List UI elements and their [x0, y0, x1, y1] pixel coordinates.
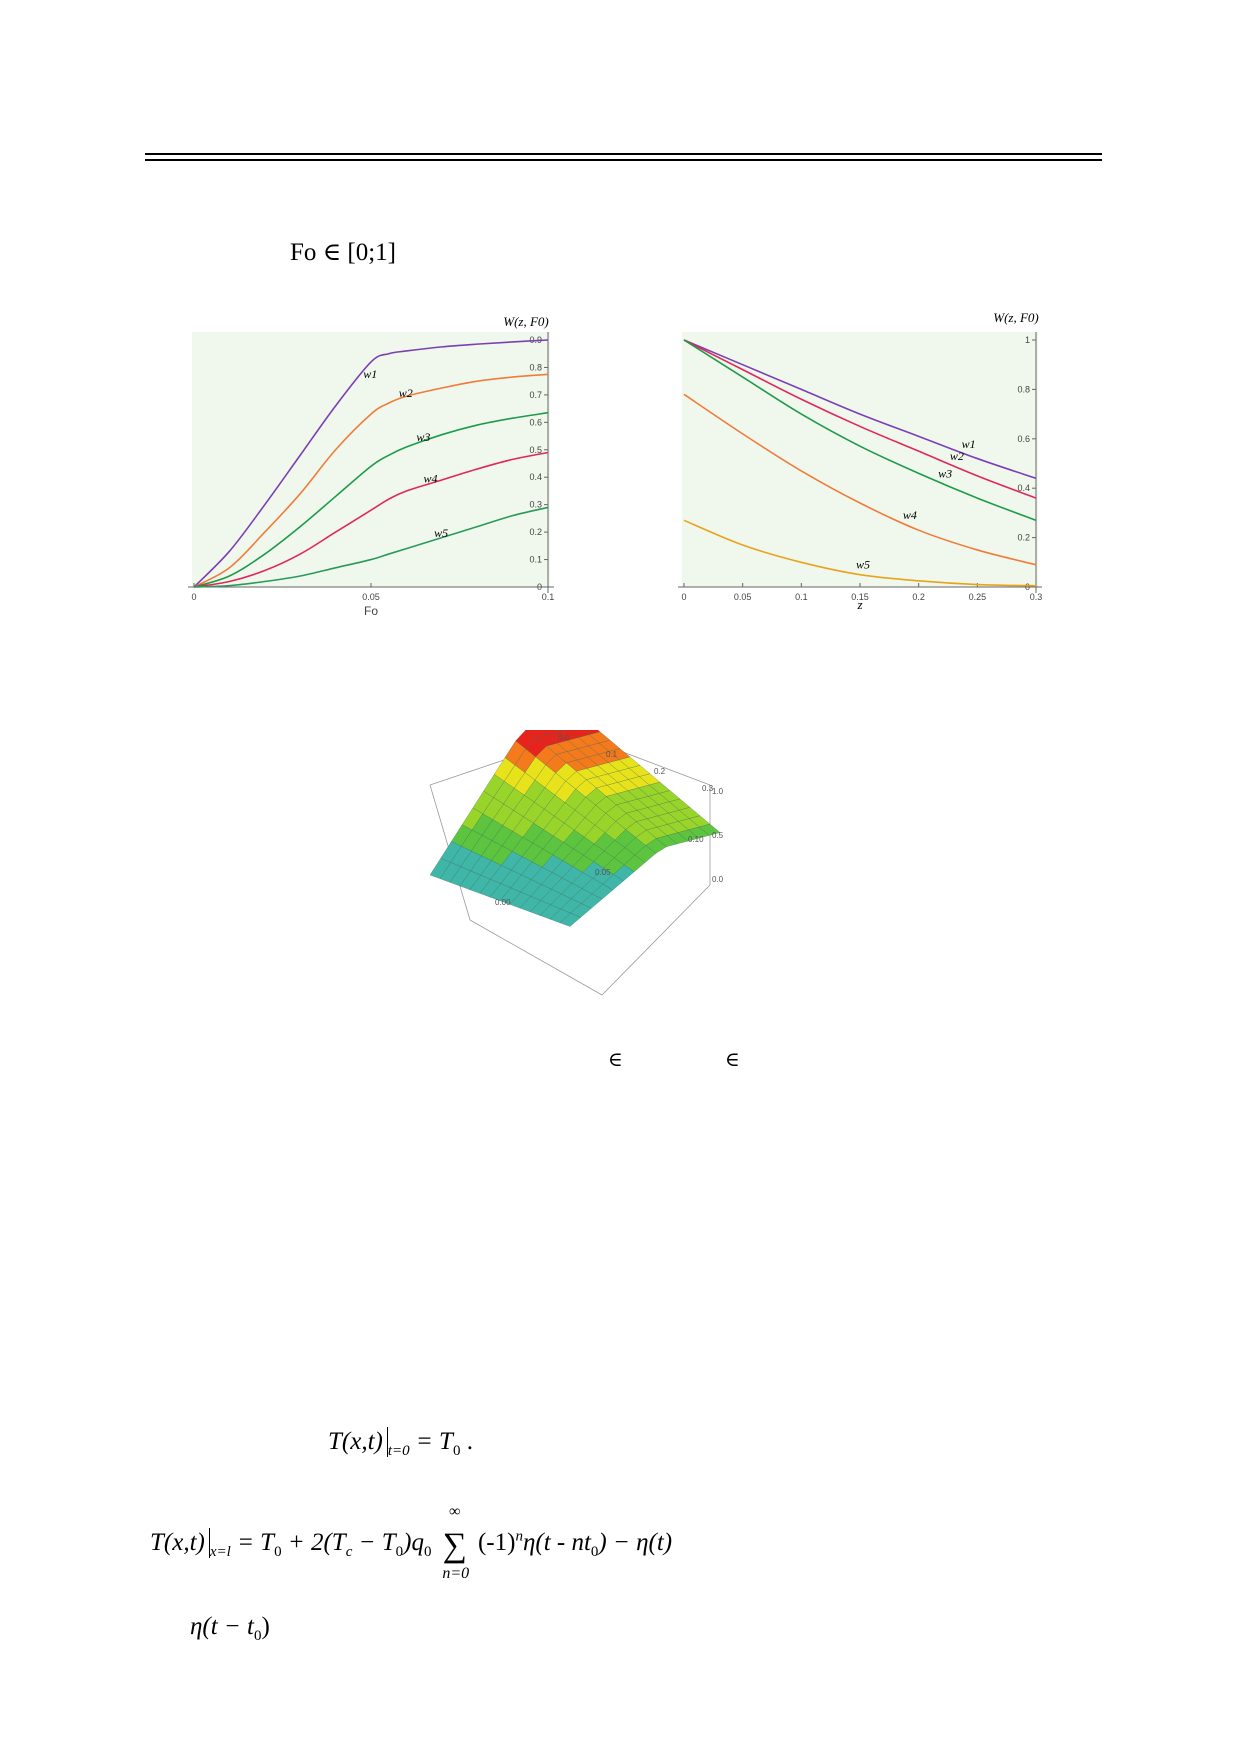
right-x-axis-label: z — [856, 597, 862, 612]
chart-left: 0 0.05 0.100.10.20.30.40.50.60.70.80.9FoW(… — [188, 314, 555, 618]
eq2-d: )q — [403, 1529, 424, 1556]
left-y-tick-label: 0.6 — [529, 417, 542, 427]
right-series-w5 — [683, 519, 1037, 587]
surface-top-tick-label: 0.2 — [654, 767, 666, 776]
right-x-tick-label: 0.15 — [851, 592, 869, 602]
surface-right-tick-label: 0.0 — [712, 875, 724, 884]
right-y-tick-label: 0 — [1025, 582, 1030, 592]
right-x-tick-label: 0.25 — [969, 592, 987, 602]
left-series-label-w5: w5 — [434, 526, 448, 540]
surface-facet — [698, 823, 721, 836]
equation-heaviside: η(t − t0) — [190, 1613, 270, 1645]
eq2-c-sub: 0 — [395, 1544, 404, 1560]
left-x-tick-label: 0.05 — [362, 592, 380, 602]
eq1-rhs: = T — [415, 1428, 453, 1455]
eq1-rhs-sub: 0 — [452, 1443, 461, 1459]
surface-top-tick-label: 0.3 — [702, 784, 714, 793]
right-x-tick-label: 0 — [681, 592, 686, 602]
left-series-label-w1: w1 — [363, 367, 377, 381]
left-y-tick-label: 0 — [537, 582, 542, 592]
surface-bottom-tick-label: 0.00 — [495, 898, 511, 907]
right-series-w4 — [683, 393, 1037, 566]
right-x-tick-label: 0.2 — [912, 592, 925, 602]
left-y-tick-label: 0.4 — [529, 472, 542, 482]
surface-plot: 0.0 0.1 0.2 0.31.0 0.5 0.0 0.00 0.05 0.10 — [429, 730, 724, 996]
eq2-f-sub: 0 — [590, 1544, 599, 1560]
left-y-tick-label: 0.3 — [529, 500, 542, 510]
surface-top-tick-label: 0.0 — [558, 733, 570, 742]
interval-text: Fo ∈ [0;1] — [290, 239, 397, 266]
eq2-g: ) − η(t) — [598, 1529, 673, 1556]
right-series-label-w1: w1 — [962, 437, 976, 451]
left-x-tick-label: 0.1 — [542, 592, 555, 602]
left-series-w4 — [193, 451, 549, 588]
surface-top-tick-label: 0.1 — [606, 750, 618, 759]
left-y-tick-label: 0.8 — [529, 362, 542, 372]
right-series-w2 — [683, 339, 1037, 499]
eq2-e-sup: n — [515, 1528, 523, 1545]
eq3-sub: 0 — [254, 1628, 262, 1644]
right-series-w3 — [683, 339, 1037, 522]
eq2-e: (-1) — [477, 1529, 516, 1556]
surface-right-tick-label: 1.0 — [712, 787, 724, 796]
right-y-tick-label: 0.4 — [1017, 483, 1030, 493]
right-y-tick-label: 1 — [1025, 335, 1030, 345]
eq2-c: − T — [358, 1529, 396, 1556]
eq3: η(t − t — [190, 1613, 254, 1640]
header-rule-top — [145, 153, 1102, 155]
left-series-w2 — [193, 373, 549, 588]
right-x-tick-label: 0.05 — [734, 592, 752, 602]
eq2-sum: ∑ — [442, 1527, 467, 1564]
surface-box-edge — [469, 919, 603, 996]
right-series-label-w2: w2 — [950, 449, 964, 463]
right-y-tick-label: 0.2 — [1017, 533, 1030, 543]
right-x-tick-label: 0.1 — [795, 592, 808, 602]
eq2-f: η(t - nt — [522, 1529, 591, 1556]
right-series-label-w5: w5 — [856, 558, 870, 572]
eq2-b-sub: c — [345, 1544, 353, 1560]
eq2-b: + 2(T — [287, 1529, 346, 1556]
left-x-tick-label: 0 — [191, 592, 196, 602]
eq2-d-sub: 0 — [423, 1544, 432, 1560]
right-x-tick-label: 0.3 — [1030, 592, 1043, 602]
left-series-label-w2: w2 — [399, 386, 413, 400]
left-series-w1 — [193, 339, 549, 588]
equation-initial-condition: T(x,t) t=0 = T0 . — [328, 1427, 473, 1460]
eq2-lhs: T(x,t) — [150, 1529, 205, 1556]
surface-box-edge — [601, 884, 711, 996]
eq2-sum-bottom: n=0 — [442, 1565, 470, 1582]
left-y-tick-label: 0.2 — [529, 527, 542, 537]
right-series-w1 — [683, 339, 1037, 480]
eq1-end: . — [466, 1428, 473, 1455]
caption-symbol-1: ∈ — [608, 1049, 623, 1071]
eq2-sub: x=l — [209, 1544, 231, 1560]
left-y-axis-label: W(z, F0) — [503, 314, 549, 329]
eq1-sub: t=0 — [387, 1443, 410, 1459]
left-series-w5 — [193, 506, 549, 588]
eq1-lhs: T(x,t) — [328, 1428, 383, 1455]
caption-symbol-2: ∈ — [725, 1049, 740, 1071]
surface-bottom-tick-label: 0.10 — [688, 835, 704, 844]
eq2-sum-top: ∞ — [449, 1503, 461, 1520]
surface-bottom-tick-label: 0.05 — [595, 868, 611, 877]
left-x-axis-label: Fo — [364, 604, 378, 618]
eq3-end: ) — [261, 1613, 270, 1640]
left-series-label-w3: w3 — [416, 430, 430, 444]
eq2-a-sub: 0 — [274, 1544, 282, 1560]
right-y-tick-label: 0.6 — [1017, 434, 1030, 444]
right-series-label-w4: w4 — [903, 508, 917, 522]
eq2-a: = T — [237, 1529, 275, 1556]
right-series-label-w3: w3 — [938, 466, 952, 480]
chart-right: 0 0.05 0.1 0.15 0.2 0.25 0.300.20.40.60.81zW(z… — [678, 310, 1043, 612]
left-series-w3 — [193, 411, 549, 588]
header-rule-bottom — [145, 159, 1102, 161]
right-y-tick-label: 0.8 — [1017, 384, 1030, 394]
left-y-tick-label: 0.5 — [529, 445, 542, 455]
left-series-label-w4: w4 — [423, 472, 437, 486]
right-y-axis-label: W(z, F0) — [993, 310, 1039, 325]
surface-right-tick-label: 0.5 — [712, 831, 724, 840]
equation-boundary-condition: T(x,t) x=l = T0 + 2(Tc − T0)q0 ∞ ∑ n=0 (-… — [150, 1503, 673, 1582]
left-y-tick-label: 0.1 — [529, 555, 542, 565]
left-y-tick-label: 0.7 — [529, 390, 542, 400]
